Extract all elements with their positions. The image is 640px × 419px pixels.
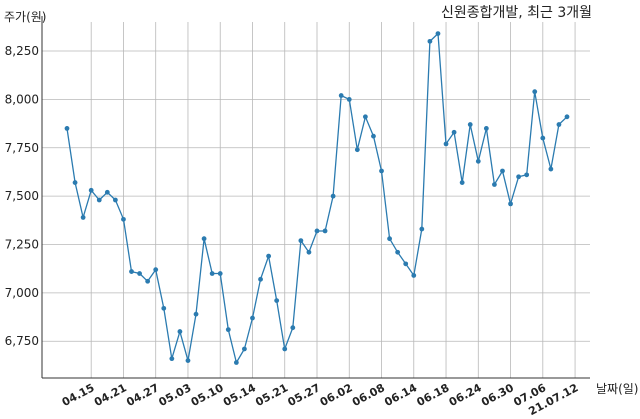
- data-point: [548, 166, 554, 172]
- data-point: [153, 267, 159, 273]
- grid-lines: [42, 22, 590, 378]
- x-tick-label: 06.14: [382, 381, 419, 409]
- data-point: [411, 273, 417, 278]
- data-point: [201, 236, 207, 242]
- data-point: [395, 249, 401, 255]
- y-tick-label: 8,250: [5, 44, 39, 58]
- data-point: [242, 346, 247, 352]
- data-point: [387, 236, 392, 242]
- data-point: [145, 278, 151, 284]
- data-point: [129, 269, 134, 274]
- x-tick-label: 05.10: [189, 381, 226, 409]
- data-point: [459, 180, 465, 185]
- data-point: [112, 197, 118, 203]
- data-point: [443, 141, 449, 147]
- data-point: [161, 305, 167, 311]
- data-point: [330, 193, 336, 199]
- data-point: [217, 271, 223, 276]
- data-point: [516, 174, 522, 180]
- data-point: [121, 216, 126, 222]
- data-point: [500, 168, 505, 174]
- data-point: [467, 122, 473, 127]
- x-tick-label: 05.21: [253, 381, 290, 409]
- x-tick-label: 06.24: [447, 381, 484, 409]
- y-tick-label: 7,500: [5, 189, 39, 203]
- data-point: [346, 96, 352, 102]
- data-point: [185, 358, 191, 363]
- data-point: [314, 228, 320, 234]
- price-series: [64, 31, 570, 365]
- data-point: [508, 201, 513, 207]
- data-point: [274, 298, 280, 304]
- y-tick-label: 7,750: [5, 141, 39, 155]
- x-tick-label: 05.03: [157, 381, 194, 409]
- x-tick-label: 06.30: [479, 381, 516, 409]
- data-point: [379, 168, 384, 174]
- x-tick-label: 06.02: [318, 381, 355, 409]
- x-tick-label: 05.27: [286, 381, 323, 409]
- data-point: [266, 253, 272, 259]
- data-point: [298, 238, 304, 244]
- data-point: [362, 114, 368, 120]
- data-point: [556, 122, 562, 127]
- data-point: [72, 180, 78, 185]
- data-point: [104, 189, 110, 195]
- data-point: [435, 31, 441, 37]
- data-point: [177, 329, 183, 334]
- data-point: [80, 215, 86, 220]
- data-point: [225, 327, 231, 333]
- x-tick-label: 06.18: [415, 381, 452, 409]
- data-point: [564, 114, 570, 120]
- data-point: [233, 360, 239, 365]
- data-point: [338, 93, 344, 98]
- x-tick-label: 04.27: [124, 381, 161, 409]
- axes: [41, 16, 590, 379]
- y-tick-label: 7,000: [5, 286, 39, 300]
- data-point: [540, 135, 546, 141]
- data-point: [306, 249, 312, 255]
- data-point: [371, 133, 376, 139]
- x-tick-label: 04.15: [60, 381, 97, 409]
- y-tick-label: 8,000: [5, 92, 39, 106]
- x-axis-label: 날짜(일): [596, 382, 639, 396]
- data-point: [88, 187, 94, 193]
- data-point: [282, 346, 288, 352]
- data-point: [483, 126, 489, 131]
- y-axis-label: 주가(원): [4, 10, 47, 24]
- x-tick-label: 05.14: [221, 381, 258, 409]
- data-point: [354, 147, 360, 153]
- data-point: [290, 325, 296, 331]
- data-point: [427, 38, 433, 44]
- x-tick-label: 04.21: [92, 381, 129, 409]
- x-tick-label: 06.08: [350, 381, 387, 409]
- data-point: [250, 315, 255, 321]
- data-point: [64, 126, 70, 131]
- data-point: [137, 271, 142, 276]
- data-point: [532, 89, 538, 95]
- data-point: [169, 356, 175, 362]
- chart-title: 신원종합개발, 최근 3개월: [440, 5, 592, 21]
- data-point: [419, 226, 425, 232]
- data-point: [475, 158, 481, 164]
- y-tick-label: 6,750: [5, 334, 39, 348]
- data-point: [193, 311, 199, 317]
- data-point: [258, 276, 263, 282]
- data-point: [403, 261, 409, 267]
- data-point: [492, 182, 497, 187]
- y-tick-label: 7,250: [5, 238, 39, 252]
- data-point: [209, 271, 215, 276]
- data-point: [524, 172, 530, 178]
- data-point: [322, 228, 328, 234]
- data-point: [96, 197, 102, 203]
- data-point: [451, 129, 457, 135]
